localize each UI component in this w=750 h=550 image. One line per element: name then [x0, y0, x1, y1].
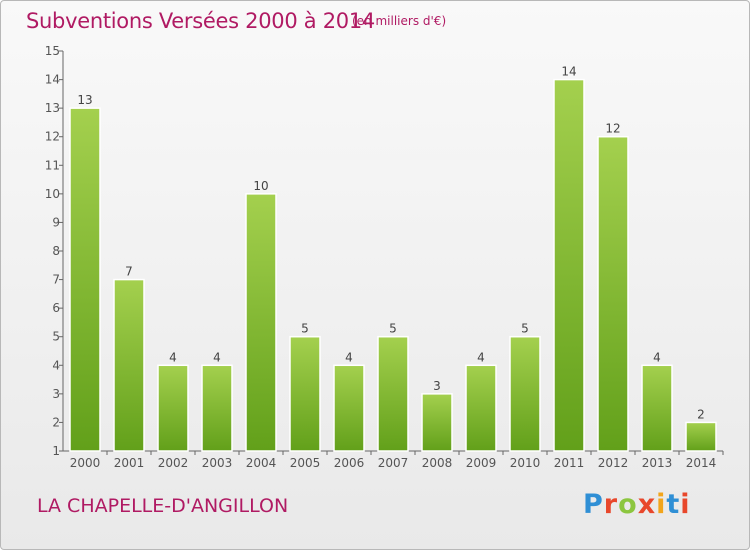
- logo-letter: i: [680, 489, 691, 520]
- bar-2006: [333, 364, 365, 452]
- bar-2010: [509, 335, 541, 452]
- bar-2004: [245, 193, 277, 452]
- bar-2007: [377, 335, 409, 452]
- logo-letter: o: [618, 489, 638, 520]
- bar-2014: [685, 421, 717, 452]
- y-tick-label: 5: [52, 330, 60, 344]
- bars: [69, 78, 717, 452]
- x-tick-label: 2007: [378, 456, 409, 470]
- x-tick-label: 2014: [686, 456, 717, 470]
- y-tick-label: 10: [45, 187, 60, 201]
- y-tick-label: 7: [52, 273, 60, 287]
- y-tick-label: 1: [52, 444, 60, 458]
- x-tick-label: 2001: [114, 456, 145, 470]
- y-tick-label: 13: [45, 101, 60, 115]
- data-label-2012: 12: [605, 122, 620, 136]
- x-tick-label: 2003: [202, 456, 233, 470]
- data-label-2001: 7: [125, 265, 133, 279]
- data-label-2010: 5: [521, 322, 529, 336]
- bar-2008: [421, 393, 453, 452]
- chart-unit-note: (en milliers d'€): [352, 14, 447, 28]
- x-tick-label: 2000: [70, 456, 101, 470]
- logo-letter: r: [603, 489, 619, 520]
- x-axis: 2000 2001 2002 2003 2004 2005 2006 2007 2008 2009…: [63, 450, 724, 470]
- y-tick-label: 3: [52, 387, 60, 401]
- y-tick-label: 8: [52, 244, 60, 258]
- data-label-2011: 14: [561, 65, 576, 79]
- x-tick-label: 2005: [290, 456, 321, 470]
- bar-2009: [465, 364, 497, 452]
- bar-2002: [157, 364, 189, 452]
- y-tick-label: 2: [52, 415, 60, 429]
- data-labels: 13 7 4 4 10 5 4 5 3 4 5 14 12 4 2: [77, 65, 704, 422]
- logo-letter: t: [666, 489, 681, 520]
- y-tick-label: 6: [52, 301, 60, 315]
- data-label-2014: 2: [697, 407, 705, 421]
- x-tick-label: 2010: [510, 456, 541, 470]
- data-label-2004: 10: [253, 179, 268, 193]
- y-tick-label: 9: [52, 215, 60, 229]
- x-tick-label: 2012: [598, 456, 629, 470]
- data-label-2005: 5: [301, 322, 309, 336]
- x-tick-label: 2013: [642, 456, 673, 470]
- data-label-2008: 3: [433, 379, 441, 393]
- x-tick-label: 2009: [466, 456, 497, 470]
- data-label-2000: 13: [77, 93, 92, 107]
- bar-2013: [641, 364, 673, 452]
- logo-letter: i: [656, 489, 667, 520]
- x-tick-label: 2004: [246, 456, 277, 470]
- data-label-2003: 4: [213, 350, 221, 364]
- bar-2000: [69, 107, 101, 452]
- bar-2011: [553, 78, 585, 452]
- logo-letter: P: [583, 489, 604, 520]
- bar-2001: [113, 278, 145, 452]
- x-tick-label: 2008: [422, 456, 453, 470]
- chart-title: Subventions Versées 2000 à 2014: [26, 9, 375, 33]
- x-tick-label: 2006: [334, 456, 365, 470]
- x-tick-label: 2002: [158, 456, 189, 470]
- data-label-2006: 4: [345, 350, 353, 364]
- data-label-2007: 5: [389, 322, 397, 336]
- y-tick-label: 11: [45, 158, 60, 172]
- y-tick-label: 14: [45, 73, 60, 87]
- proxiti-logo: Proxiti: [583, 489, 691, 520]
- data-label-2013: 4: [653, 350, 661, 364]
- x-tick-label: 2011: [554, 456, 585, 470]
- y-tick-label: 12: [45, 130, 60, 144]
- bar-2012: [597, 135, 629, 452]
- y-tick-label: 15: [45, 44, 60, 58]
- bar-2005: [289, 335, 321, 452]
- bar-2003: [201, 364, 233, 452]
- commune-name: LA CHAPELLE-D'ANGILLON: [37, 495, 289, 517]
- y-tick-label: 4: [52, 358, 60, 372]
- data-label-2009: 4: [477, 350, 485, 364]
- data-label-2002: 4: [169, 350, 177, 364]
- logo-letter: x: [637, 489, 657, 520]
